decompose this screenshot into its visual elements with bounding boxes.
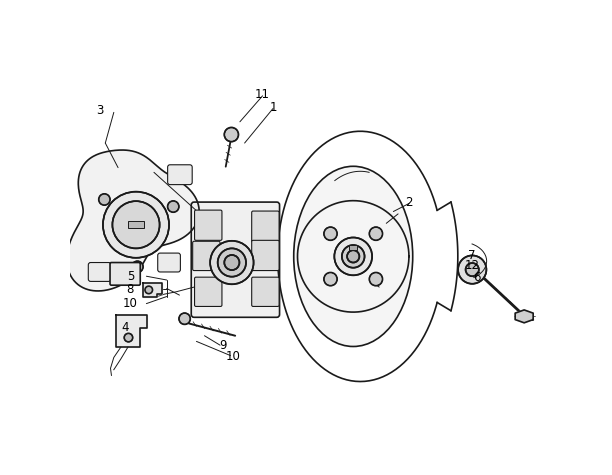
Circle shape: [342, 245, 365, 268]
Circle shape: [113, 201, 160, 248]
Polygon shape: [67, 150, 199, 291]
Circle shape: [179, 313, 190, 324]
FancyBboxPatch shape: [129, 221, 144, 228]
Circle shape: [369, 273, 382, 285]
FancyBboxPatch shape: [252, 211, 279, 242]
Circle shape: [145, 286, 152, 294]
FancyBboxPatch shape: [158, 253, 181, 272]
Text: 2: 2: [405, 196, 412, 209]
Text: 5: 5: [127, 270, 134, 283]
Circle shape: [99, 194, 110, 205]
Text: 1: 1: [269, 101, 277, 114]
Ellipse shape: [294, 166, 412, 346]
Text: 10: 10: [225, 350, 241, 363]
FancyBboxPatch shape: [168, 165, 192, 185]
Circle shape: [225, 127, 239, 142]
Polygon shape: [515, 310, 533, 323]
FancyBboxPatch shape: [88, 263, 111, 281]
Polygon shape: [116, 315, 147, 347]
Circle shape: [168, 201, 179, 212]
Polygon shape: [143, 283, 162, 296]
Circle shape: [324, 273, 337, 285]
Circle shape: [466, 263, 479, 276]
Text: 10: 10: [123, 297, 138, 310]
Circle shape: [324, 227, 337, 240]
FancyBboxPatch shape: [110, 263, 140, 285]
Text: 7: 7: [468, 249, 476, 262]
Text: 9: 9: [220, 339, 227, 352]
FancyBboxPatch shape: [349, 245, 357, 250]
FancyBboxPatch shape: [195, 210, 222, 240]
Circle shape: [103, 192, 169, 258]
Circle shape: [225, 255, 239, 270]
Circle shape: [334, 238, 372, 276]
Circle shape: [458, 256, 487, 284]
Circle shape: [218, 248, 246, 277]
Circle shape: [132, 261, 143, 273]
Circle shape: [210, 241, 253, 284]
Text: 6: 6: [473, 271, 480, 284]
Circle shape: [347, 250, 359, 263]
Circle shape: [124, 333, 133, 342]
FancyBboxPatch shape: [195, 277, 222, 306]
Text: 11: 11: [255, 88, 270, 101]
Text: 3: 3: [96, 104, 103, 116]
FancyBboxPatch shape: [252, 277, 279, 306]
Text: 4: 4: [122, 321, 129, 334]
FancyBboxPatch shape: [191, 202, 280, 317]
Text: 8: 8: [127, 283, 134, 296]
FancyBboxPatch shape: [193, 241, 220, 271]
FancyBboxPatch shape: [252, 240, 279, 271]
Circle shape: [369, 227, 382, 240]
Text: 12: 12: [465, 259, 480, 272]
